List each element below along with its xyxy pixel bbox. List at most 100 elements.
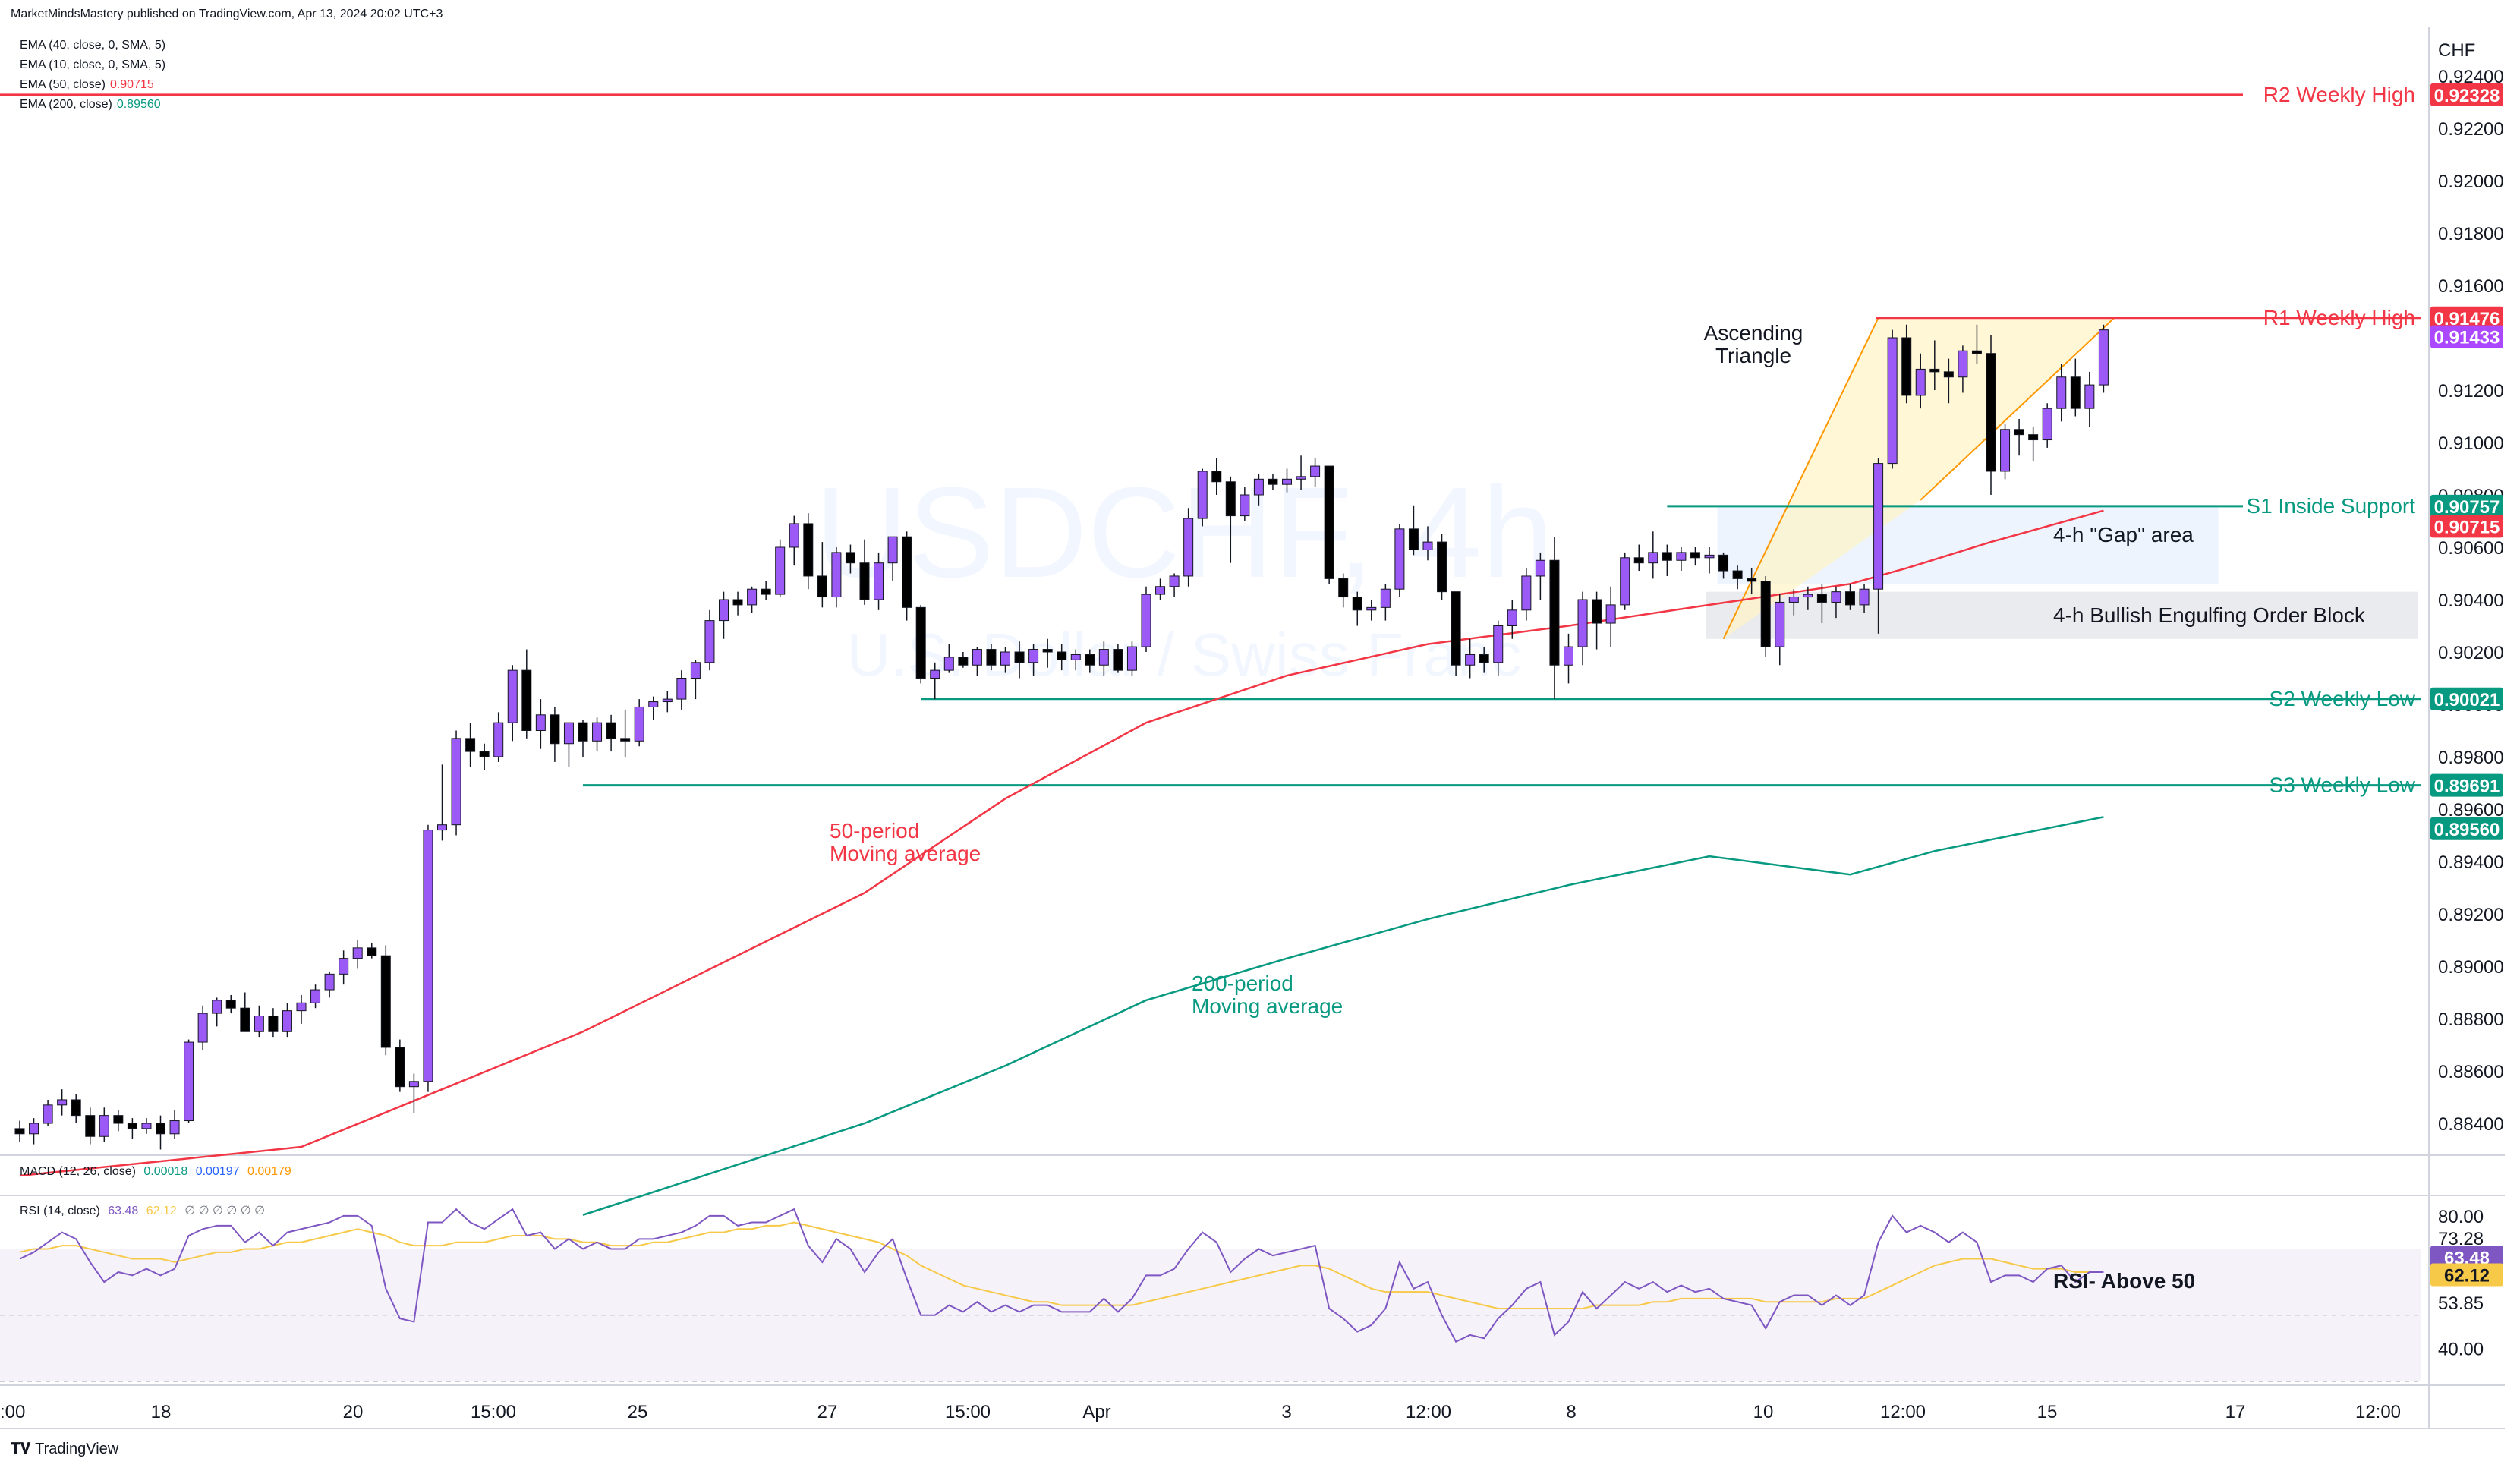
candle-bull[interactable] — [423, 830, 433, 1082]
candle-bear[interactable] — [1971, 350, 1982, 354]
candle-bull[interactable] — [1831, 591, 1841, 603]
candle-bull[interactable] — [1704, 554, 1715, 559]
candle-bull[interactable] — [1141, 594, 1151, 647]
candle-bear[interactable] — [1057, 651, 1067, 660]
candle-bear[interactable] — [1986, 353, 1996, 472]
candle-bear[interactable] — [1718, 554, 1729, 572]
candle-bull[interactable] — [1521, 575, 1532, 611]
candle-bull[interactable] — [339, 958, 349, 975]
candle-bear[interactable] — [156, 1123, 165, 1135]
rsi-header[interactable]: RSI (14, close) 63.48 62.12 ∅ ∅ ∅ ∅ ∅ ∅ — [20, 1203, 265, 1218]
candle-bear[interactable] — [1085, 654, 1095, 666]
candle-bull[interactable] — [197, 1013, 208, 1043]
candle-bear[interactable] — [902, 536, 912, 608]
indicator-ema50[interactable]: EMA (50, close) 0.90715 — [20, 78, 154, 92]
candle-bull[interactable] — [930, 669, 940, 679]
candle-bear[interactable] — [1225, 481, 1236, 517]
candle-bear[interactable] — [1690, 552, 1700, 559]
candle-bear[interactable] — [817, 575, 827, 598]
candle-bull[interactable] — [535, 714, 546, 731]
candle-bear[interactable] — [225, 1000, 236, 1009]
candle-bull[interactable] — [324, 973, 335, 991]
candle-bear[interactable] — [1352, 597, 1362, 611]
candle-bear[interactable] — [1268, 478, 1278, 485]
candle-bear[interactable] — [395, 1047, 405, 1088]
candle-bull[interactable] — [831, 552, 842, 598]
candle-bear[interactable] — [1113, 649, 1123, 671]
candle-bull[interactable] — [1676, 552, 1687, 561]
candle-bear[interactable] — [1549, 559, 1560, 666]
candle-bull[interactable] — [1310, 465, 1321, 477]
candle-bull[interactable] — [507, 669, 518, 723]
candle-bear[interactable] — [732, 599, 743, 606]
candle-bull[interactable] — [887, 536, 898, 564]
candle-bear[interactable] — [71, 1099, 81, 1117]
candle-bear[interactable] — [127, 1123, 137, 1129]
candle-bear[interactable] — [859, 562, 870, 600]
candle-bear[interactable] — [1451, 591, 1461, 666]
candle-bull[interactable] — [690, 662, 701, 679]
candle-bull[interactable] — [775, 546, 786, 595]
rsi-ma-line[interactable] — [19, 1221, 2104, 1309]
candle-bull[interactable] — [408, 1081, 419, 1088]
candle-bull[interactable] — [1915, 368, 1926, 396]
candle-bear[interactable] — [367, 947, 377, 956]
candle-bear[interactable] — [1732, 570, 1743, 579]
candle-bull[interactable] — [254, 1016, 264, 1032]
candle-bull[interactable] — [1422, 541, 1433, 550]
candle-bull[interactable] — [1873, 463, 1884, 590]
candle-bull[interactable] — [1465, 654, 1476, 666]
candle-bull[interactable] — [1803, 594, 1813, 598]
candle-bear[interactable] — [606, 722, 616, 739]
candle-bull[interactable] — [1366, 606, 1377, 611]
candle-bear[interactable] — [1014, 651, 1025, 663]
candle-bear[interactable] — [240, 1007, 250, 1032]
candle-bull[interactable] — [1859, 588, 1870, 606]
candle-bear[interactable] — [550, 714, 560, 745]
candle-bear[interactable] — [845, 552, 855, 564]
candle-bull[interactable] — [789, 523, 799, 548]
candle-bear[interactable] — [1338, 578, 1349, 598]
macd-header[interactable]: MACD (12, 26, close) 0.00018 0.00197 0.0… — [20, 1165, 291, 1179]
candle-bull[interactable] — [57, 1099, 68, 1106]
candle-bull[interactable] — [972, 649, 982, 666]
candle-bull[interactable] — [99, 1115, 109, 1137]
candle-bear[interactable] — [2028, 434, 2039, 441]
candle-bear[interactable] — [761, 588, 771, 595]
candle-bull[interactable] — [943, 657, 954, 671]
candle-bull[interactable] — [1535, 559, 1545, 577]
candle-bear[interactable] — [1816, 594, 1827, 603]
candle-bear[interactable] — [85, 1115, 96, 1137]
footer-brand[interactable]: 𝐓𝐕 TradingView — [11, 1441, 118, 1458]
candle-bull[interactable] — [1564, 646, 1573, 666]
candle-bull[interactable] — [1394, 528, 1405, 590]
candle-bear[interactable] — [521, 669, 532, 732]
candle-bear[interactable] — [14, 1128, 25, 1135]
candle-bull[interactable] — [1775, 601, 1785, 647]
ema200-line[interactable] — [582, 816, 2104, 1216]
candle-bull[interactable] — [212, 1000, 222, 1014]
candle-bull[interactable] — [1648, 552, 1658, 564]
candle-bull[interactable] — [704, 620, 715, 663]
candle-bull[interactable] — [1605, 604, 1616, 624]
candle-bull[interactable] — [2098, 329, 2109, 386]
candle-bear[interactable] — [915, 606, 926, 679]
candle-bear[interactable] — [1408, 528, 1419, 550]
candle-bull[interactable] — [592, 722, 603, 742]
candle-bear[interactable] — [113, 1115, 124, 1124]
candle-bear[interactable] — [620, 738, 631, 742]
candle-bull[interactable] — [493, 722, 504, 757]
candle-bear[interactable] — [2070, 376, 2081, 409]
candle-bear[interactable] — [2014, 429, 2024, 436]
candle-bull[interactable] — [169, 1120, 180, 1135]
candle-bull[interactable] — [451, 738, 461, 826]
candle-bull[interactable] — [43, 1104, 53, 1124]
candle-bull[interactable] — [1253, 478, 1264, 496]
candle-bull[interactable] — [1098, 649, 1109, 666]
candle-bull[interactable] — [1788, 597, 1799, 603]
candle-bear[interactable] — [1929, 368, 1940, 373]
candle-bull[interactable] — [352, 947, 363, 959]
candle-bull[interactable] — [1000, 651, 1010, 666]
candle-bull[interactable] — [2084, 384, 2095, 409]
